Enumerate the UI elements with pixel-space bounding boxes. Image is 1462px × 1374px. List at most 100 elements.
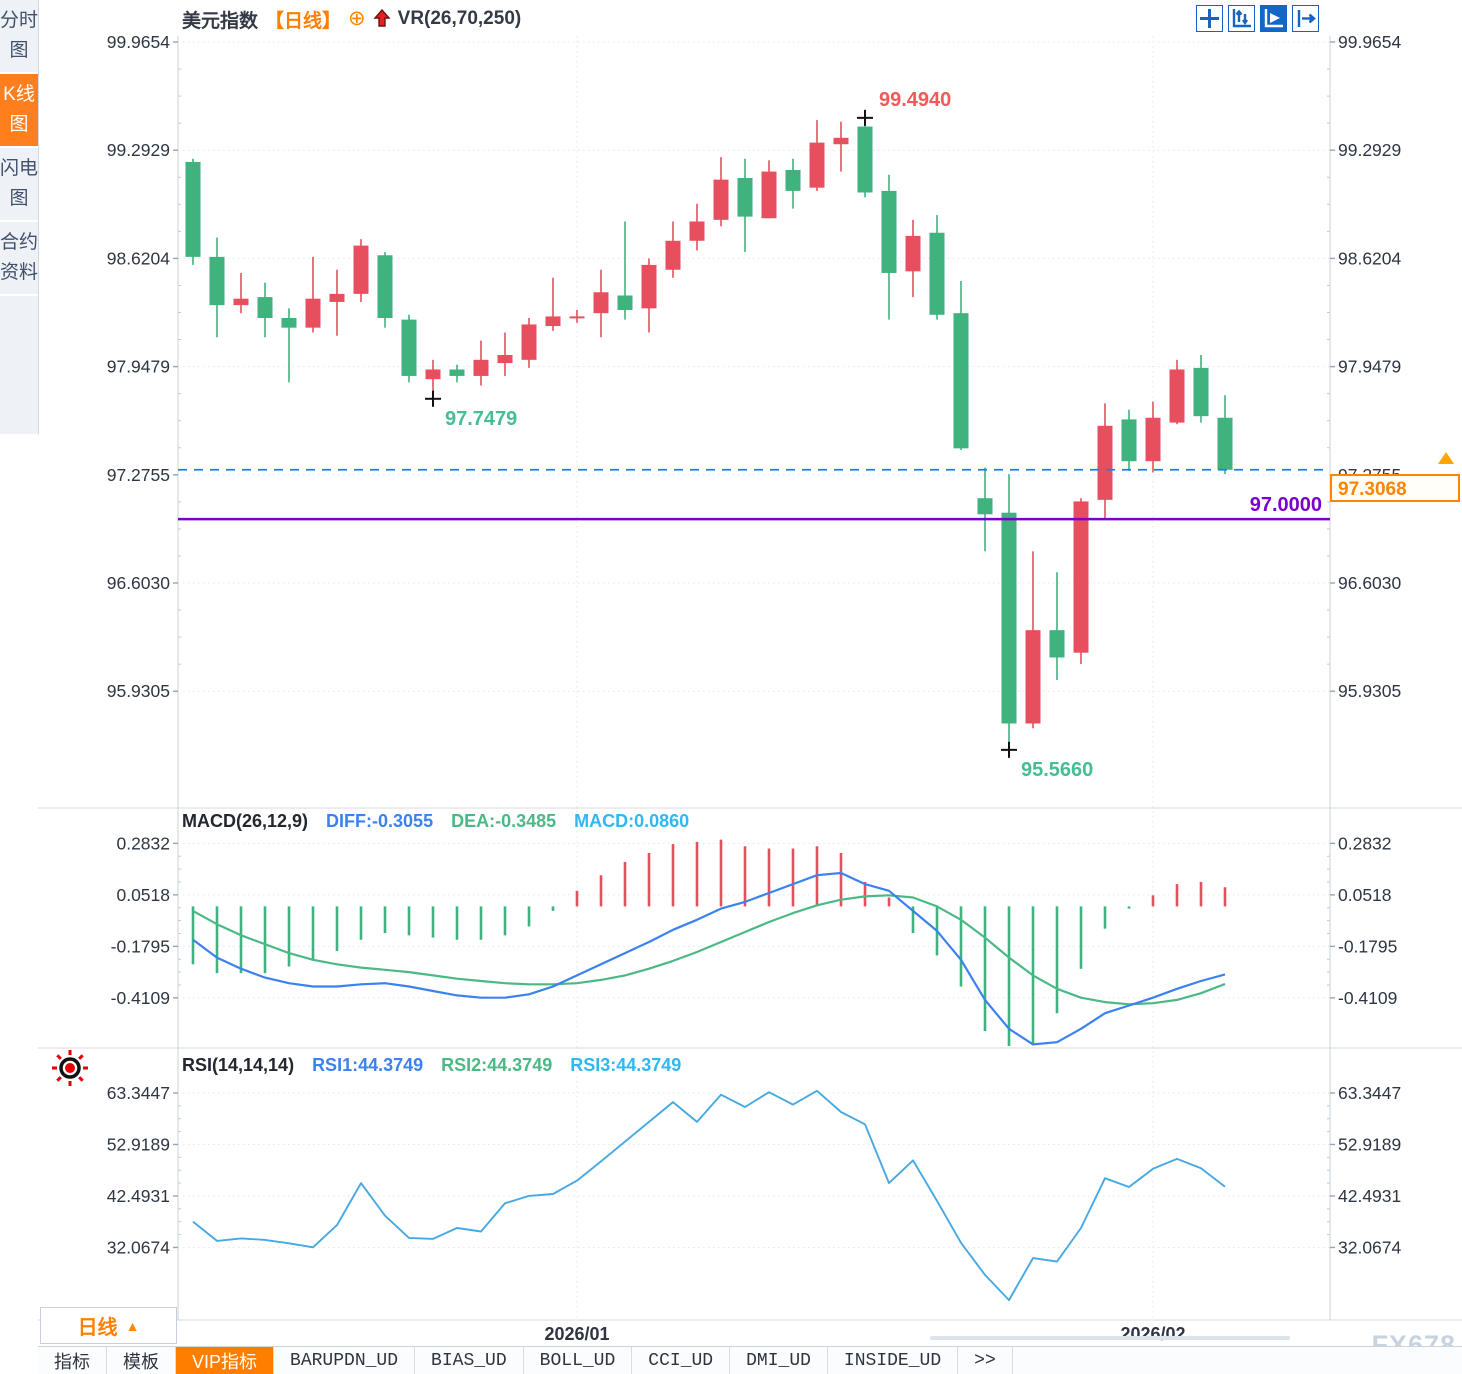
axis-tick-label: -0.1795 xyxy=(111,936,170,956)
rsi-title: RSI(14,14,14) xyxy=(182,1055,295,1075)
axis-tick-label: 96.6030 xyxy=(1338,573,1402,593)
candle-body xyxy=(593,292,609,314)
candle-body xyxy=(1049,630,1065,658)
tab-vip[interactable]: VIP指标 xyxy=(176,1347,275,1374)
last-price-badge: 97.3068 xyxy=(1330,474,1460,502)
red-up-arrow-icon xyxy=(373,9,391,29)
macd-dea-line xyxy=(192,894,1226,1006)
indicator-tab-bar: 指标 模板 VIP指标 BARUPDN_UD BIAS_UD BOLL_UD CCI_UD D… xyxy=(38,1346,1462,1374)
tab-dmiud[interactable]: DMI_UD xyxy=(730,1347,828,1374)
candle-body xyxy=(713,179,729,220)
axis-tick-label: 99.9654 xyxy=(1338,32,1402,52)
candle-body xyxy=(281,318,297,328)
candle-body xyxy=(521,324,537,360)
axis-tick-label: 52.9189 xyxy=(107,1134,170,1154)
axis-tick-label: 63.3447 xyxy=(1338,1083,1401,1103)
axis-tick-label: -0.1795 xyxy=(1338,936,1397,956)
swing-low-annotation: 97.7479 xyxy=(445,408,517,430)
symbol-title: 美元指数 xyxy=(182,10,259,32)
chart-type-sidebar: 分时图 K线图 闪电图 合约资料 xyxy=(0,0,39,434)
candle-body xyxy=(329,293,345,302)
sidebar-item-timeline-chart[interactable]: 分时图 xyxy=(0,0,38,74)
tab-[interactable]: 指标 xyxy=(38,1347,107,1374)
candle-body xyxy=(809,142,825,188)
tab-bollud[interactable]: BOLL_UD xyxy=(524,1347,633,1374)
support-line-label: 97.0000 xyxy=(1250,494,1322,516)
sidebar-item-contract-info[interactable]: 合约资料 xyxy=(0,222,38,296)
axis-tick-label: 97.9479 xyxy=(107,357,170,377)
tab-insideud[interactable]: INSIDE_UD xyxy=(828,1347,959,1374)
candle-body xyxy=(785,169,801,191)
price-up-triangle-icon xyxy=(1438,452,1454,464)
pointer-chart-icon[interactable] xyxy=(1260,5,1287,32)
axis-tick-label: 99.2929 xyxy=(1338,140,1401,160)
candle-body xyxy=(233,298,249,306)
axis-tick-label: 63.3447 xyxy=(107,1083,170,1103)
indicator-settings-icon[interactable] xyxy=(48,1046,92,1090)
tab-cciud[interactable]: CCI_UD xyxy=(632,1347,731,1374)
candle-body xyxy=(353,245,369,294)
candle-body xyxy=(305,298,321,328)
candle-body xyxy=(857,126,873,193)
rsi3-value: RSI3:44.3749 xyxy=(570,1055,682,1075)
candle-body xyxy=(617,295,633,310)
axis-tick-label: 98.6204 xyxy=(107,248,171,268)
candle-body xyxy=(377,255,393,319)
sidebar-item-flash-chart[interactable]: 闪电图 xyxy=(0,148,38,222)
candle-body xyxy=(1145,417,1161,462)
axis-tick-label: 52.9189 xyxy=(1338,1134,1401,1154)
axis-tick-label: 0.2832 xyxy=(1338,833,1392,853)
macd-value: MACD:0.0860 xyxy=(574,811,690,831)
axis-tick-label: 32.0674 xyxy=(1338,1237,1402,1257)
axis-tick-label: 97.2755 xyxy=(107,465,170,485)
sidebar-item-kline-chart[interactable]: K线图 xyxy=(0,74,38,148)
tab-barupdnud[interactable]: BARUPDN_UD xyxy=(274,1347,416,1374)
candle-body xyxy=(569,316,585,319)
crosshair-icon[interactable] xyxy=(1196,5,1223,32)
macd-title: MACD(26,12,9) xyxy=(182,811,309,831)
axis-tick-label: 95.9305 xyxy=(107,681,170,701)
period-tag: 【日线】 xyxy=(265,10,342,32)
period-selector-label: 日线 xyxy=(77,1317,118,1339)
indicator-label: VR(26,70,250) xyxy=(397,8,522,29)
rsi-header: RSI(14,14,14) RSI1:44.3749 RSI2:44.3749 … xyxy=(182,1055,681,1076)
candle-body xyxy=(1193,367,1209,417)
candle-body xyxy=(497,355,513,364)
axis-tick-label: 96.6030 xyxy=(107,573,171,593)
candle-body xyxy=(209,256,225,306)
candle-body xyxy=(665,240,681,270)
shift-right-icon[interactable] xyxy=(1292,5,1319,32)
axis-scale-icon[interactable] xyxy=(1228,5,1255,32)
x-axis-label: 2026/01 xyxy=(544,1324,609,1344)
chart-scrollbar[interactable] xyxy=(930,1336,1290,1340)
period-selector[interactable]: 日线 ▲ xyxy=(40,1307,177,1344)
candle-body xyxy=(641,264,657,309)
candle-body xyxy=(401,319,417,376)
axis-tick-label: 99.9654 xyxy=(107,32,171,52)
candle-body xyxy=(1025,630,1041,724)
x-axis-label: 2026/02 xyxy=(1120,1324,1185,1344)
candle-body xyxy=(881,190,897,273)
candle-body xyxy=(545,316,561,327)
high-annotation: 99.4940 xyxy=(879,89,951,111)
tab-[interactable]: >> xyxy=(958,1347,1013,1374)
rsi1-value: RSI1:44.3749 xyxy=(312,1055,424,1075)
candle-body xyxy=(833,137,849,145)
macd-dea-value: DEA:-0.3485 xyxy=(451,811,557,831)
candle-body xyxy=(1121,419,1137,462)
candle-body xyxy=(185,161,201,257)
axis-tick-label: 32.0674 xyxy=(107,1237,171,1257)
tab-biasud[interactable]: BIAS_UD xyxy=(415,1347,524,1374)
axis-tick-label: 99.2929 xyxy=(107,140,170,160)
low-annotation: 95.5660 xyxy=(1021,759,1093,781)
axis-tick-label: 0.2832 xyxy=(116,833,170,853)
candle-body xyxy=(473,359,489,376)
candle-body xyxy=(425,369,441,380)
axis-tick-label: 97.9479 xyxy=(1338,357,1401,377)
tab-[interactable]: 模板 xyxy=(107,1347,176,1374)
candle-body xyxy=(449,369,465,376)
candle-body xyxy=(977,498,993,515)
circle-plus-icon[interactable]: ⊕ xyxy=(348,7,366,30)
